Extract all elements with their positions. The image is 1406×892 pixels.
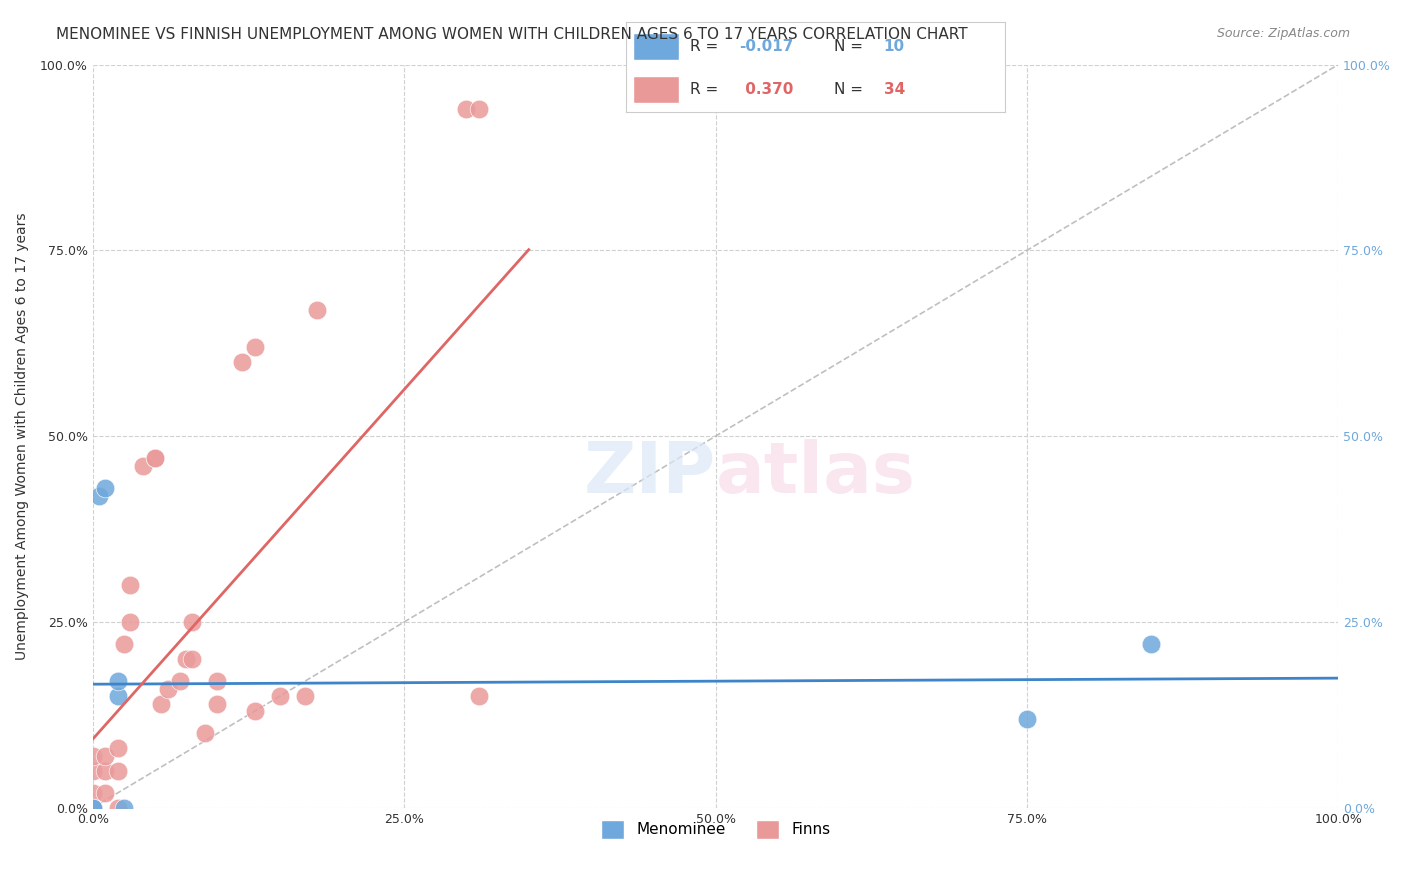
Point: [181, 615, 204, 629]
Point: [243, 704, 266, 718]
Point: [107, 690, 129, 704]
Point: [87, 489, 110, 503]
Point: [107, 741, 129, 756]
Point: [131, 458, 153, 473]
Point: [294, 690, 316, 704]
Point: [194, 726, 217, 740]
Text: MENOMINEE VS FINNISH UNEMPLOYMENT AMONG WOMEN WITH CHILDREN AGES 6 TO 17 YEARS C: MENOMINEE VS FINNISH UNEMPLOYMENT AMONG …: [56, 27, 967, 42]
Text: R =: R =: [690, 39, 723, 54]
Point: [1015, 712, 1038, 726]
Point: [169, 674, 191, 689]
FancyBboxPatch shape: [633, 76, 679, 103]
Legend: Menominee, Finns: Menominee, Finns: [595, 814, 837, 845]
Text: -0.017: -0.017: [740, 39, 794, 54]
Text: R =: R =: [690, 82, 723, 96]
Point: [82, 748, 104, 763]
Point: [107, 674, 129, 689]
Point: [243, 340, 266, 354]
Point: [143, 451, 166, 466]
Text: ZIP: ZIP: [583, 439, 716, 508]
Point: [94, 748, 117, 763]
Point: [150, 697, 173, 711]
Point: [107, 764, 129, 778]
Text: 10: 10: [884, 39, 905, 54]
Point: [156, 681, 179, 696]
Point: [1140, 637, 1163, 651]
Point: [468, 690, 491, 704]
Text: 34: 34: [884, 82, 905, 96]
Point: [120, 615, 142, 629]
Point: [112, 637, 135, 651]
Point: [82, 786, 104, 800]
Point: [468, 102, 491, 116]
Point: [82, 801, 104, 815]
Point: [181, 652, 204, 666]
Point: [82, 764, 104, 778]
Point: [207, 674, 229, 689]
FancyBboxPatch shape: [633, 33, 679, 60]
Text: N =: N =: [835, 39, 869, 54]
Point: [120, 578, 142, 592]
Text: N =: N =: [835, 82, 869, 96]
Point: [269, 690, 291, 704]
Point: [231, 355, 253, 369]
Point: [94, 764, 117, 778]
Point: [456, 102, 478, 116]
Point: [174, 652, 197, 666]
Text: Source: ZipAtlas.com: Source: ZipAtlas.com: [1216, 27, 1350, 40]
Point: [107, 801, 129, 815]
Point: [207, 697, 229, 711]
Point: [305, 302, 328, 317]
Point: [82, 801, 104, 815]
Point: [94, 786, 117, 800]
Text: 0.370: 0.370: [740, 82, 793, 96]
Point: [94, 481, 117, 495]
Text: atlas: atlas: [716, 439, 915, 508]
Y-axis label: Unemployment Among Women with Children Ages 6 to 17 years: Unemployment Among Women with Children A…: [15, 212, 30, 660]
Point: [112, 801, 135, 815]
Point: [82, 801, 104, 815]
Point: [143, 451, 166, 466]
